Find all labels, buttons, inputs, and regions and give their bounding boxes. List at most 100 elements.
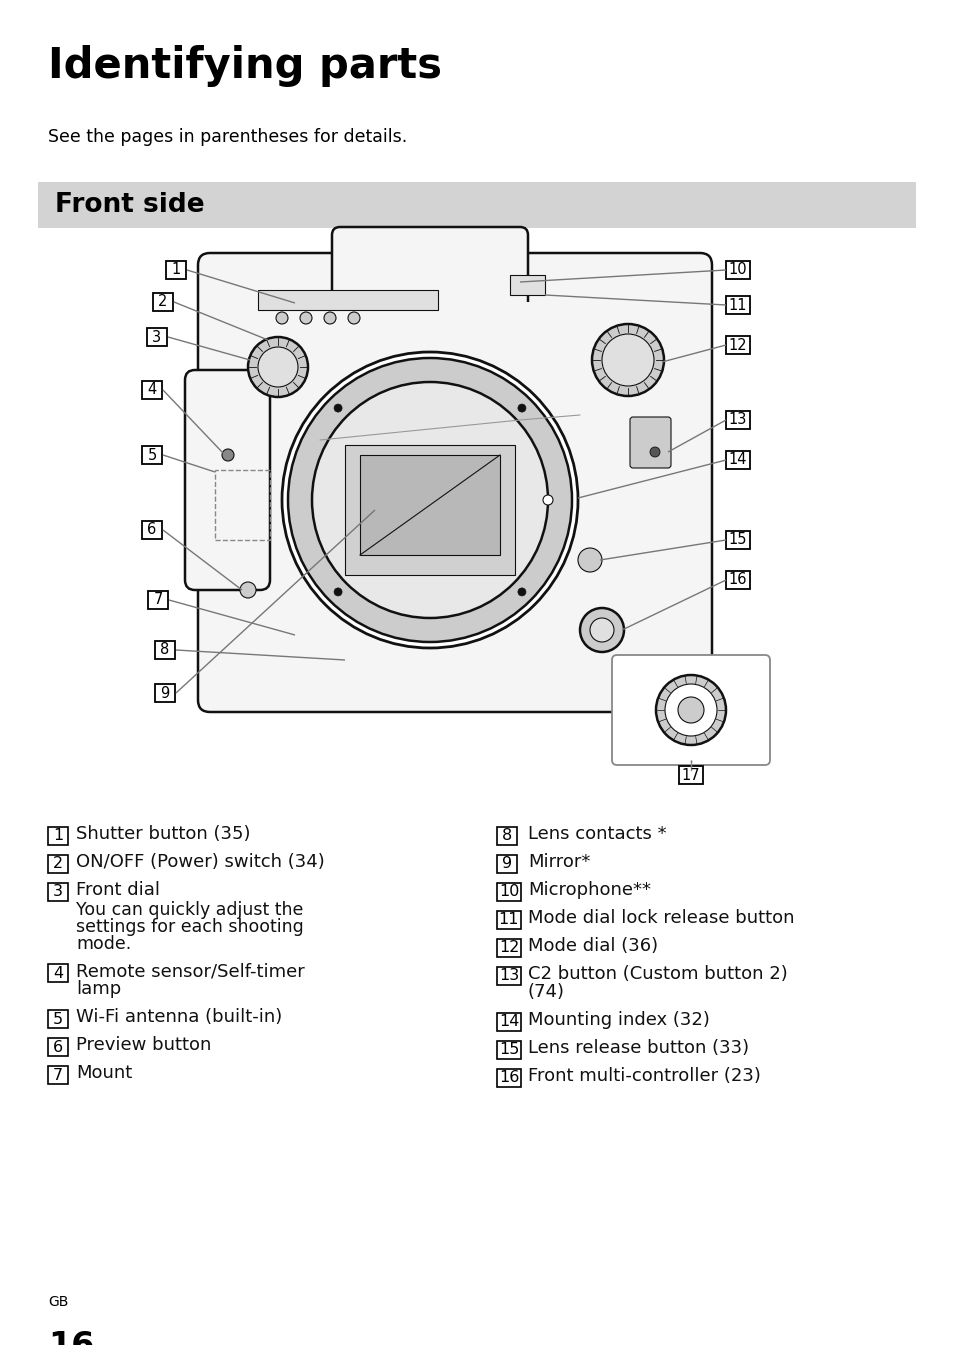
- Circle shape: [288, 358, 572, 642]
- Text: (74): (74): [527, 983, 564, 1001]
- Circle shape: [678, 697, 703, 724]
- Text: 15: 15: [498, 1042, 518, 1057]
- Text: ON/OFF (Power) switch (34): ON/OFF (Power) switch (34): [76, 853, 324, 872]
- Circle shape: [257, 347, 297, 387]
- Bar: [166, 261, 186, 278]
- Bar: [725, 572, 749, 589]
- Bar: [214, 469, 270, 539]
- Bar: [48, 1010, 68, 1028]
- Text: 8: 8: [160, 643, 170, 658]
- Circle shape: [542, 495, 553, 504]
- Text: You can quickly adjust the: You can quickly adjust the: [76, 901, 303, 919]
- Circle shape: [275, 312, 288, 324]
- Text: lamp: lamp: [76, 981, 121, 998]
- Bar: [497, 855, 517, 873]
- Bar: [497, 1041, 520, 1059]
- Bar: [48, 1038, 68, 1056]
- Bar: [497, 827, 517, 845]
- Text: 15: 15: [728, 533, 746, 547]
- Bar: [142, 521, 162, 539]
- Text: 11: 11: [728, 297, 746, 312]
- Bar: [142, 381, 162, 399]
- Circle shape: [324, 312, 335, 324]
- Text: 17: 17: [681, 768, 700, 783]
- Text: 8: 8: [501, 829, 512, 843]
- Text: 4: 4: [52, 966, 63, 981]
- Text: 6: 6: [147, 522, 156, 538]
- Circle shape: [649, 447, 659, 457]
- Circle shape: [312, 382, 547, 617]
- Text: 11: 11: [498, 912, 518, 928]
- Bar: [152, 293, 172, 311]
- Text: 14: 14: [728, 452, 746, 468]
- Bar: [154, 685, 174, 702]
- Circle shape: [334, 404, 342, 412]
- Text: Mount: Mount: [76, 1064, 132, 1081]
- Circle shape: [240, 582, 255, 599]
- Text: Wi-Fi antenna (built-in): Wi-Fi antenna (built-in): [76, 1007, 282, 1026]
- Bar: [38, 182, 915, 229]
- Bar: [679, 767, 702, 784]
- Bar: [497, 939, 520, 958]
- Text: 7: 7: [153, 593, 163, 608]
- Text: 9: 9: [160, 686, 170, 701]
- Bar: [48, 884, 68, 901]
- Text: Mirror*: Mirror*: [527, 853, 590, 872]
- Text: settings for each shooting: settings for each shooting: [76, 919, 303, 936]
- Bar: [48, 1067, 68, 1084]
- Circle shape: [282, 352, 578, 648]
- Bar: [725, 336, 749, 354]
- Text: See the pages in parentheses for details.: See the pages in parentheses for details…: [48, 128, 407, 147]
- Text: 3: 3: [53, 885, 63, 900]
- Circle shape: [517, 588, 525, 596]
- Bar: [510, 274, 544, 295]
- FancyBboxPatch shape: [612, 655, 769, 765]
- Circle shape: [517, 404, 525, 412]
- Text: Front side: Front side: [55, 192, 204, 218]
- Circle shape: [589, 617, 614, 642]
- Text: 9: 9: [501, 857, 512, 872]
- Text: 12: 12: [498, 940, 518, 955]
- Text: 4: 4: [147, 382, 156, 398]
- Text: 1: 1: [52, 829, 63, 843]
- Bar: [257, 291, 437, 309]
- Text: Remote sensor/Self-timer: Remote sensor/Self-timer: [76, 962, 304, 981]
- Text: 2: 2: [52, 857, 63, 872]
- Text: Mode dial lock release button: Mode dial lock release button: [527, 909, 794, 927]
- Circle shape: [601, 334, 654, 386]
- Bar: [725, 412, 749, 429]
- Text: 5: 5: [147, 448, 156, 463]
- Text: 12: 12: [728, 338, 746, 352]
- Bar: [497, 967, 520, 985]
- Bar: [48, 855, 68, 873]
- Circle shape: [592, 324, 663, 395]
- Bar: [147, 328, 167, 346]
- Bar: [154, 642, 174, 659]
- Text: 16: 16: [498, 1071, 518, 1085]
- Text: Front multi-controller (23): Front multi-controller (23): [527, 1067, 760, 1085]
- Text: 5: 5: [52, 1011, 63, 1026]
- Text: Mode dial (36): Mode dial (36): [527, 937, 658, 955]
- Text: 2: 2: [158, 295, 168, 309]
- Text: Shutter button (35): Shutter button (35): [76, 824, 251, 843]
- Bar: [497, 1069, 520, 1087]
- Bar: [222, 303, 689, 330]
- Bar: [48, 964, 68, 982]
- Bar: [497, 1013, 520, 1032]
- Text: GB: GB: [48, 1295, 69, 1309]
- Text: 10: 10: [728, 262, 746, 277]
- Text: 6: 6: [52, 1040, 63, 1054]
- Text: 13: 13: [498, 968, 518, 983]
- Bar: [725, 296, 749, 313]
- Bar: [725, 531, 749, 549]
- Circle shape: [299, 312, 312, 324]
- Circle shape: [579, 608, 623, 652]
- Text: 7: 7: [52, 1068, 63, 1083]
- FancyBboxPatch shape: [629, 417, 670, 468]
- Text: Lens contacts *: Lens contacts *: [527, 824, 666, 843]
- Circle shape: [348, 312, 359, 324]
- Bar: [497, 911, 520, 929]
- Text: 3: 3: [152, 330, 161, 344]
- Text: Preview button: Preview button: [76, 1036, 212, 1054]
- Text: mode.: mode.: [76, 935, 132, 954]
